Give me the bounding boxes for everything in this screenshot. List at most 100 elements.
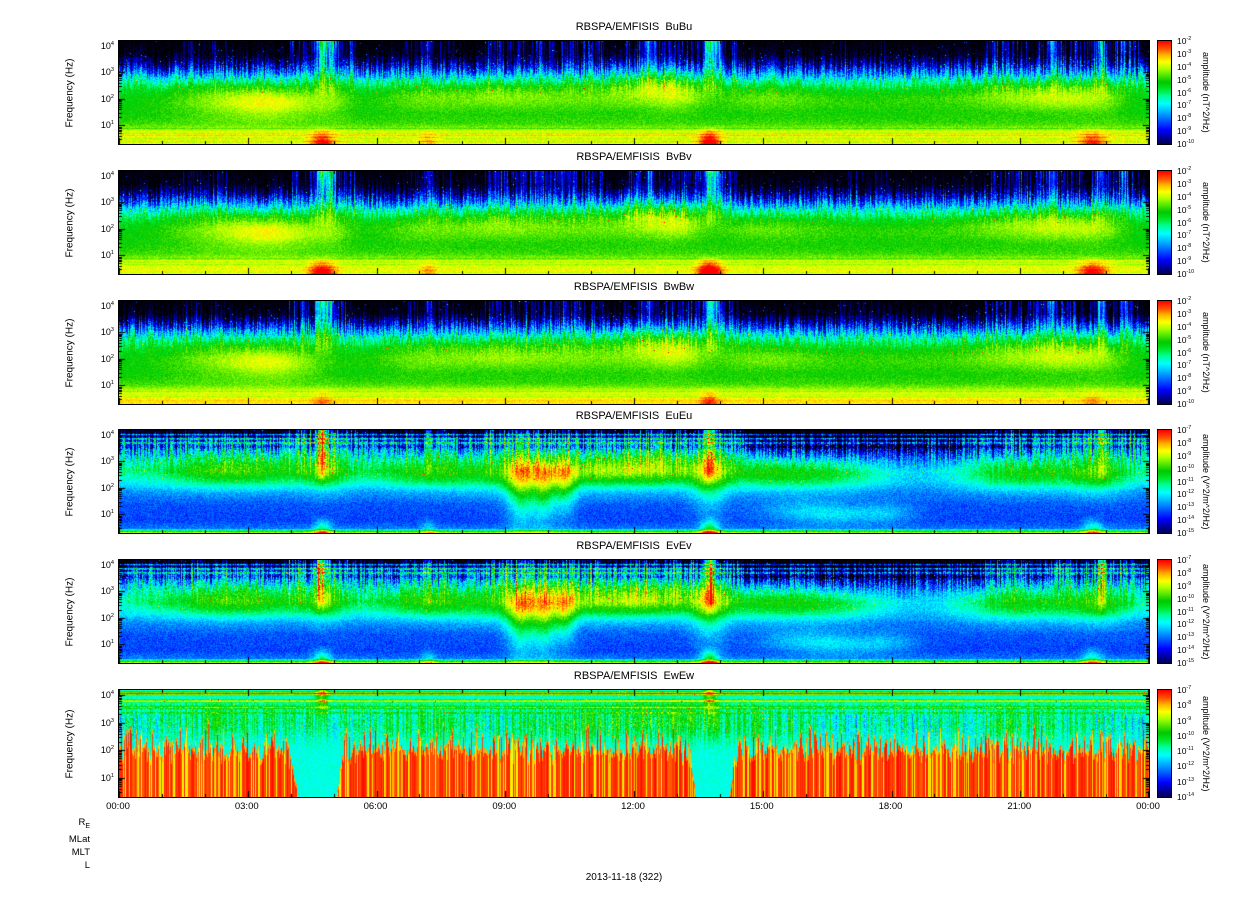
y-tick-label: 101 xyxy=(100,772,114,783)
spectrogram-panel: RBSPA/EMFISIS BvBv Frequency (Hz) 104 103… xyxy=(0,144,1248,279)
ephemeris-labels: RE MLat MLT L xyxy=(36,816,90,872)
colorbar-tick-label: 10-14 xyxy=(1177,645,1195,656)
x-tick-label: 15:00 xyxy=(749,801,774,812)
colorbar-tick-label: 10-7 xyxy=(1177,555,1192,565)
date-label: 2013-11-18 (322) xyxy=(585,872,663,883)
colorbar-tick-label: 10-8 xyxy=(1177,437,1192,448)
y-tick-label: 104 xyxy=(100,429,114,440)
panel-title: RBSPA/EMFISIS EuEu xyxy=(575,410,693,422)
colorbar-label: amplitude (nT^2/Hz) xyxy=(1199,171,1213,274)
y-axis-label: Frequency (Hz) xyxy=(64,447,76,516)
spectrogram-plot xyxy=(118,559,1150,664)
panel-title: RBSPA/EMFISIS EvEv xyxy=(576,540,692,552)
colorbar-tick-label: 10-12 xyxy=(1177,619,1195,630)
colorbar-tick-label: 10-14 xyxy=(1177,792,1195,802)
y-axis-ticks: 104 103 102 101 xyxy=(80,690,116,797)
colorbar-tick-label: 10-7 xyxy=(1177,685,1192,695)
spectrogram-plot xyxy=(118,40,1150,145)
y-tick-label: 104 xyxy=(100,300,114,311)
spectrogram-panel: RBSPA/EMFISIS EuEu Frequency (Hz) 104 103… xyxy=(0,403,1248,538)
panel-title: RBSPA/EMFISIS BvBv xyxy=(576,151,692,163)
colorbar-tick-label: 10-14 xyxy=(1177,515,1195,526)
x-tick-label: 09:00 xyxy=(492,801,517,812)
colorbar-tick-label: 10-11 xyxy=(1177,476,1194,487)
colorbar-tick-label: 10-5 xyxy=(1177,204,1192,215)
y-tick-label: 103 xyxy=(100,327,114,338)
colorbar-tick-label: 10-11 xyxy=(1177,606,1194,617)
colorbar-tick-label: 10-9 xyxy=(1177,580,1192,591)
spectrogram-panel: RBSPA/EMFISIS EvEv Frequency (Hz) 104 103… xyxy=(0,533,1248,668)
colorbar-label: amplitude (V^2/m^2/Hz) xyxy=(1199,690,1213,797)
colorbar-label: amplitude (nT^2/Hz) xyxy=(1199,41,1213,144)
y-axis-label: Frequency (Hz) xyxy=(64,188,76,257)
y-tick-label: 102 xyxy=(100,93,114,104)
spectrogram-canvas xyxy=(119,690,1149,797)
colorbar-label: amplitude (V^2/m^2/Hz) xyxy=(1199,430,1213,533)
colorbar-tick-label: 10-13 xyxy=(1177,776,1195,787)
colorbar-tick-label: 10-11 xyxy=(1177,746,1194,757)
spectrogram-canvas xyxy=(119,560,1149,663)
colorbar-ticks: 10-7 10-8 10-9 10-10 10-11 10-12 10-13 10-14 xyxy=(1175,685,1199,802)
y-tick-label: 104 xyxy=(100,559,114,570)
spectrogram-canvas xyxy=(119,430,1149,533)
colorbar-tick-label: 10-13 xyxy=(1177,502,1195,513)
colorbar-tick-label: 10-12 xyxy=(1177,489,1195,500)
colorbar-tick-label: 10-10 xyxy=(1177,399,1195,409)
colorbar-tick-label: 10-7 xyxy=(1177,360,1192,371)
colorbar-tick-label: 10-10 xyxy=(1177,593,1195,604)
colorbar-label: amplitude (V^2/m^2/Hz) xyxy=(1199,560,1213,663)
colorbar-tick-label: 10-9 xyxy=(1177,715,1192,726)
ephemeris-label: MLat xyxy=(68,833,90,845)
colorbar-tick-label: 10-9 xyxy=(1177,450,1192,461)
colorbar-tick-label: 10-15 xyxy=(1177,658,1195,668)
colorbar-tick-label: 10-9 xyxy=(1177,386,1192,397)
spectrogram-panel: RBSPA/EMFISIS BuBu Frequency (Hz) 104 103… xyxy=(0,14,1248,149)
y-tick-label: 102 xyxy=(100,745,114,756)
colorbar-tick-label: 10-5 xyxy=(1177,74,1192,85)
y-axis-label: Frequency (Hz) xyxy=(64,577,76,646)
colorbar-tick-label: 10-2 xyxy=(1177,166,1192,176)
y-tick-label: 101 xyxy=(100,509,114,520)
y-axis-label: Frequency (Hz) xyxy=(64,58,76,127)
colorbar-label-text: amplitude (nT^2/Hz) xyxy=(1201,52,1211,133)
y-tick-label: 101 xyxy=(100,250,114,261)
spectrogram-plot xyxy=(118,170,1150,275)
colorbar-tick-label: 10-2 xyxy=(1177,36,1192,46)
colorbar-tick-label: 10-12 xyxy=(1177,761,1195,772)
colorbar-tick-label: 10-8 xyxy=(1177,243,1192,254)
y-tick-label: 101 xyxy=(100,120,114,131)
x-tick-label: 21:00 xyxy=(1007,801,1032,812)
spectrogram-plot xyxy=(118,429,1150,534)
y-axis-ticks: 104 103 102 101 xyxy=(80,41,116,144)
x-tick-label: 06:00 xyxy=(363,801,388,812)
colorbar-tick-label: 10-8 xyxy=(1177,373,1192,384)
x-tick-label: 12:00 xyxy=(621,801,645,812)
colorbar-tick-label: 10-2 xyxy=(1177,296,1192,306)
colorbar-tick-label: 10-6 xyxy=(1177,347,1192,358)
y-tick-label: 103 xyxy=(100,717,114,728)
panel-title: RBSPA/EMFISIS EwEw xyxy=(573,670,695,682)
colorbar-tick-label: 10-10 xyxy=(1177,269,1195,279)
y-tick-label: 102 xyxy=(100,353,114,364)
y-axis-ticks: 104 103 102 101 xyxy=(80,171,116,274)
panel-title: RBSPA/EMFISIS BuBu xyxy=(575,21,693,33)
y-tick-label: 103 xyxy=(100,456,114,467)
spectrogram-canvas xyxy=(119,171,1149,274)
colorbar-label-text: amplitude (nT^2/Hz) xyxy=(1201,182,1211,263)
x-tick-label: 00:00 xyxy=(1136,801,1160,812)
y-tick-label: 104 xyxy=(100,170,114,181)
colorbar xyxy=(1157,40,1172,145)
y-axis-ticks: 104 103 102 101 xyxy=(80,560,116,663)
colorbar xyxy=(1157,559,1172,664)
y-axis-ticks: 104 103 102 101 xyxy=(80,430,116,533)
y-tick-label: 102 xyxy=(100,482,114,493)
colorbar-label-text: amplitude (nT^2/Hz) xyxy=(1201,312,1211,393)
colorbar-tick-label: 10-3 xyxy=(1177,178,1192,189)
colorbar-tick-label: 10-6 xyxy=(1177,217,1192,228)
colorbar-tick-label: 10-3 xyxy=(1177,48,1192,59)
colorbar-ticks: 10-2 10-3 10-4 10-5 10-6 10-7 10-8 10-9 10-10 xyxy=(1175,296,1199,409)
y-tick-label: 103 xyxy=(100,586,114,597)
colorbar-tick-label: 10-6 xyxy=(1177,87,1192,98)
colorbar-tick-label: 10-10 xyxy=(1177,730,1195,741)
